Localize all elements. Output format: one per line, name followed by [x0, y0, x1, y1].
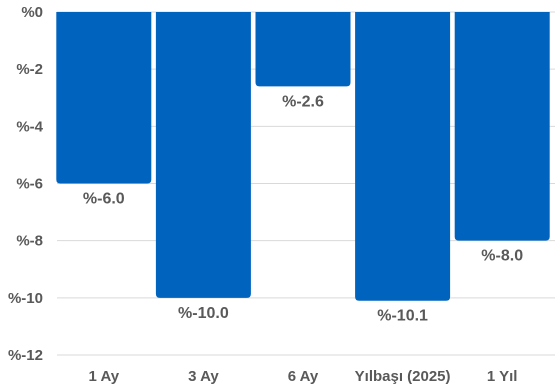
bar: [454, 12, 550, 241]
data-label: %-10.1: [377, 308, 428, 325]
bar: [56, 12, 152, 184]
data-labels: %-6.0 %-10.0 %-2.6 %-10.1 %-8.0: [83, 93, 523, 324]
y-tick-label: %-4: [16, 118, 43, 135]
category-label: 1 Ay: [89, 368, 120, 385]
bars: [56, 12, 550, 301]
y-tick-label: %0: [21, 4, 43, 21]
category-label: Yılbaşı (2025): [355, 368, 451, 385]
y-tick-label: %-12: [8, 347, 43, 364]
x-axis-category-labels: 1 Ay 3 Ay 6 Ay Yılbaşı (2025) 1 Yıl: [89, 368, 518, 385]
bar: [255, 12, 351, 87]
bar: [355, 12, 451, 301]
data-label: %-6.0: [83, 191, 125, 208]
category-label: 6 Ay: [288, 368, 319, 385]
y-tick-label: %-10: [8, 290, 43, 307]
y-tick-label: %-6: [16, 176, 43, 193]
y-axis-tick-labels: %0 %-2 %-4 %-6 %-8 %-10 %-12: [8, 4, 44, 364]
y-tick-label: %-8: [16, 233, 43, 250]
category-label: 1 Yıl: [487, 368, 518, 385]
data-label: %-8.0: [481, 248, 523, 265]
y-tick-label: %-2: [16, 61, 43, 78]
data-label: %-10.0: [178, 305, 229, 322]
bar: [155, 12, 251, 298]
category-label: 3 Ay: [188, 368, 219, 385]
data-label: %-2.6: [282, 93, 324, 110]
